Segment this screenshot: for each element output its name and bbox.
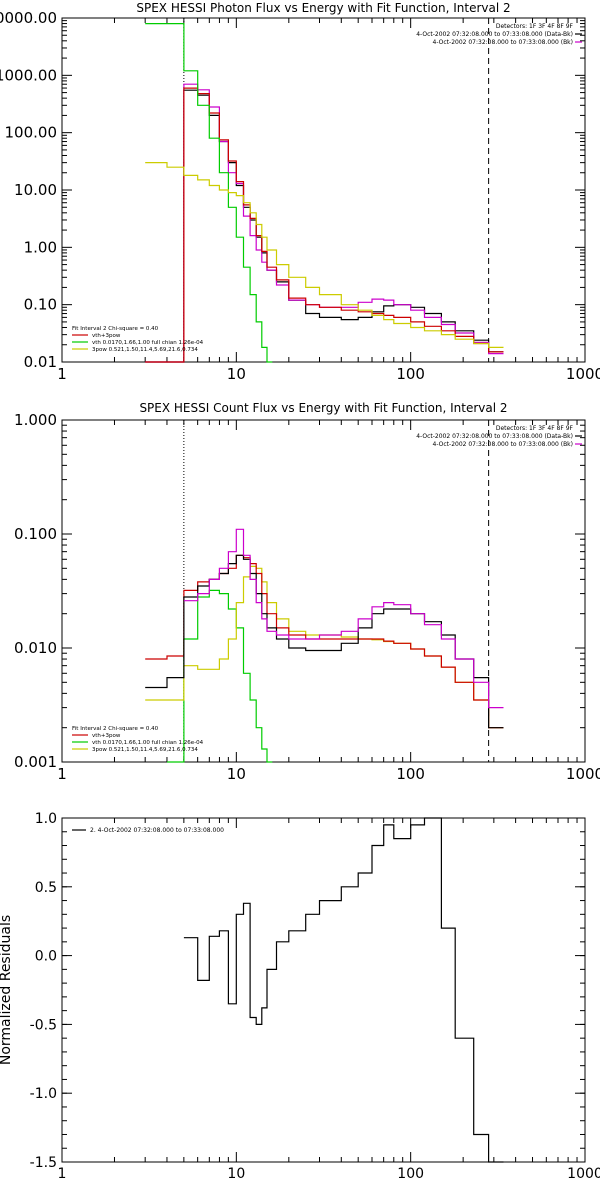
x-tick-label: 100: [397, 1166, 424, 1182]
y-tick-label: 0.100: [14, 525, 57, 543]
y-tick-label: 1000.00: [0, 66, 57, 84]
y-tick-label: -1.5: [30, 1155, 57, 1171]
info-text: Detectors: 1F 3F 4F 8F 9F: [496, 23, 574, 30]
y-tick-label: 1.000: [14, 411, 57, 429]
series-line: [145, 162, 504, 348]
y-tick-label: 0.0: [35, 949, 57, 965]
x-tick-label: 1000: [567, 1166, 600, 1182]
x-tick-label: 1: [57, 365, 67, 383]
x-tick-label: 100: [396, 365, 425, 383]
fit-text: vth+3pow: [92, 733, 121, 739]
series-line: [145, 554, 504, 729]
plot-frame: [61, 817, 586, 1163]
y-tick-label: 0.5: [35, 880, 57, 896]
x-tick-label: 1000: [566, 365, 600, 383]
series-line: [145, 554, 504, 729]
fit-text: vth 0.0170,1.66,1.00 full chian 1.26e-04: [92, 340, 204, 346]
series-line: [183, 528, 504, 709]
fit-text: 3pow 0.521,1.50,11.4,5.69,21.6,0.734: [92, 747, 198, 753]
legend-text: 2. 4-Oct-2002 07:32:08.000 to 07:33:08.0…: [90, 827, 224, 834]
plot-frame: [61, 419, 586, 763]
series-line: [183, 817, 504, 1163]
photon-flux-panel: SPEX HESSI Photon Flux vs Energy with Fi…: [0, 1, 600, 383]
fit-text: vth+3pow: [92, 333, 121, 339]
fit-text: Fit Interval 2 Chi-square = 0.40: [72, 326, 159, 332]
plot-frame: [61, 17, 586, 363]
y-tick-label: -0.5: [30, 1017, 57, 1033]
info-text: Detectors: 1F 3F 4F 8F 9F: [496, 425, 574, 432]
series-line: [145, 565, 504, 729]
x-tick-label: 100: [396, 765, 425, 783]
x-tick-label: 1000: [566, 765, 600, 783]
y-tick-label: 0.10: [24, 296, 57, 314]
residuals-panel: 1 10 100 1000 1.0 0.5 0.0 -0.5 -1.0 -1.5 2. 4-Oct-…: [0, 811, 600, 1182]
y-tick-label: 0.010: [14, 639, 57, 657]
chart-title: SPEX HESSI Count Flux vs Energy with Fit…: [139, 401, 507, 415]
series-line: [145, 89, 504, 363]
y-tick-label: 0.01: [24, 353, 57, 371]
chart-title: SPEX HESSI Photon Flux vs Energy with Fi…: [136, 1, 510, 15]
count-flux-panel: SPEX HESSI Count Flux vs Energy with Fit…: [14, 401, 600, 783]
info-text: 4-Oct-2002 07:32:08.000 to 07:33:08.000 …: [416, 433, 573, 440]
info-text: 4-Oct-2002 07:32:08.000 to 07:33:08.000 …: [433, 441, 574, 448]
y-tick-label: 1.0: [35, 811, 57, 827]
x-tick-label: 1: [58, 1166, 67, 1182]
x-tick-label: 10: [227, 365, 246, 383]
x-tick-label: 10: [227, 765, 246, 783]
fit-text: vth 0.0170,1.66,1.00 full chian 1.26e-04: [92, 740, 204, 746]
y-tick-label: 1.00: [24, 238, 57, 256]
fit-text: 3pow 0.521,1.50,11.4,5.69,21.6,0.734: [92, 347, 198, 353]
x-tick-label: 10: [227, 1166, 245, 1182]
fit-text: Fit Interval 2 Chi-square = 0.40: [72, 726, 159, 732]
series-line: [145, 83, 504, 363]
y-tick-label: 100.00: [5, 124, 58, 142]
y-tick-label: -1.0: [30, 1086, 57, 1102]
info-text: 4-Oct-2002 07:32:08.000 to 07:33:08.000 …: [416, 31, 573, 38]
y-axis-label: Normalized Residuals: [0, 915, 14, 1065]
series-line: [145, 87, 504, 363]
y-tick-label: 0.001: [14, 753, 57, 771]
info-text: 4-Oct-2002 07:32:08.000 to 07:33:08.000 …: [433, 39, 574, 46]
series-line: [167, 589, 273, 763]
series-line: [145, 23, 273, 363]
x-tick-label: 1: [57, 765, 67, 783]
y-tick-label: 10.00: [14, 181, 57, 199]
